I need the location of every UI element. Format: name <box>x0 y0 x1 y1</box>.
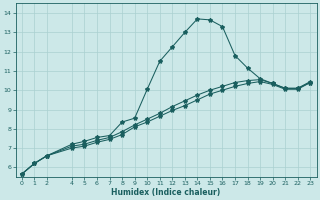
X-axis label: Humidex (Indice chaleur): Humidex (Indice chaleur) <box>111 188 221 197</box>
